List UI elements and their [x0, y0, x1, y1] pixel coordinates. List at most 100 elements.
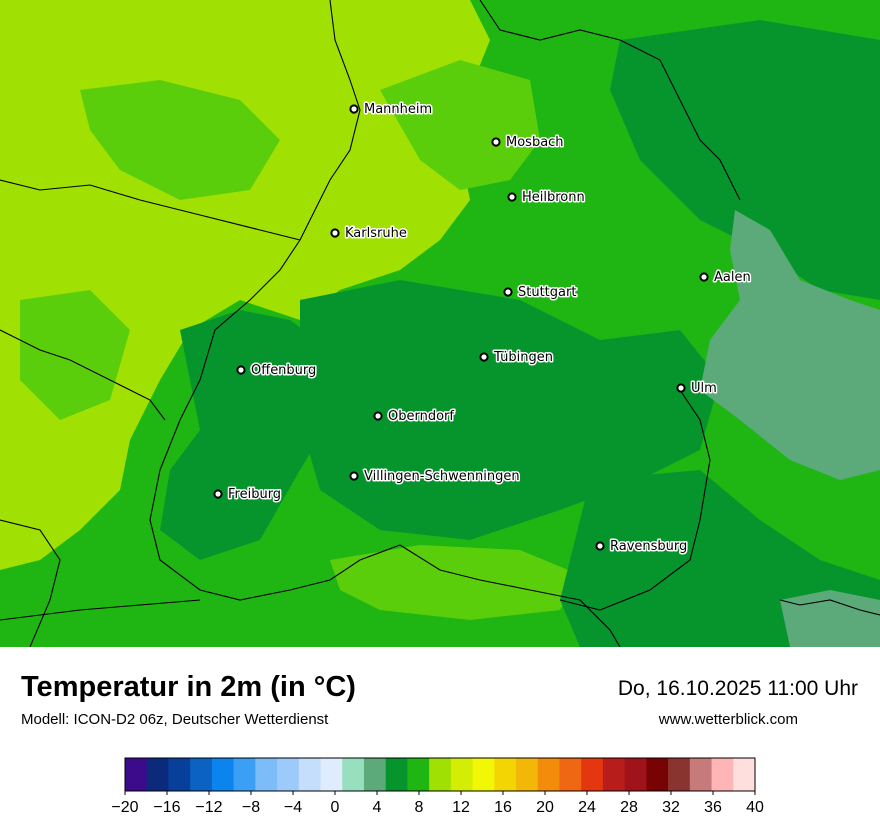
legend-tick-label: −20 [111, 799, 138, 816]
legend-swatch [385, 758, 408, 791]
legend-tick-label: 20 [536, 799, 554, 816]
legend-tick-label: 40 [746, 799, 764, 816]
mixed-zone-west [20, 290, 130, 420]
legend-swatch [342, 758, 365, 791]
map-title: Temperatur in 2m (in °C) [21, 671, 356, 703]
city-label: Mannheim [364, 102, 432, 117]
city-offenburg: Offenburg [236, 362, 318, 380]
legend-swatch [233, 758, 256, 791]
city-marker-icon [503, 287, 513, 297]
city-t-bingen: Tübingen [479, 349, 555, 367]
city-marker-icon [213, 489, 223, 499]
legend-swatch [494, 758, 517, 791]
city-villingen-schwenningen: Villingen-Schwenningen [349, 468, 521, 486]
legend-swatch [602, 758, 626, 791]
city-label: Villingen-Schwenningen [364, 469, 520, 484]
legend-swatch [516, 758, 539, 791]
city-marker-icon [349, 104, 359, 114]
legend-swatch [363, 758, 387, 791]
city-marker-icon [491, 137, 501, 147]
temperature-map: Mannheim Mosbach Heilbronn Karlsruhe Aalen St… [0, 0, 880, 647]
cool-zone-alb [300, 280, 720, 540]
legend-ticks: −20 −16 −12 −8 −4 0 4 8 12 16 20 24 28 32 36 40 [111, 791, 764, 816]
city-aalen: Aalen [699, 269, 752, 287]
mixed-zone-lake [330, 545, 580, 620]
model-source: Modell: ICON-D2 06z, Deutscher Wetterdie… [21, 711, 329, 728]
legend-swatch [581, 758, 604, 791]
map-svg: Mannheim Mosbach Heilbronn Karlsruhe Aalen St… [0, 0, 880, 647]
legend-swatch [190, 758, 213, 791]
city-stuttgart: Stuttgart [503, 284, 578, 302]
city-label: Heilbronn [522, 190, 585, 205]
city-marker-icon [373, 411, 383, 421]
legend-swatch [168, 758, 191, 791]
mixed-zone-north [80, 80, 280, 200]
city-marker-icon [479, 352, 489, 362]
legend-swatch [733, 758, 756, 791]
city-karlsruhe: Karlsruhe [330, 225, 408, 243]
city-marker-icon [595, 541, 605, 551]
legend-tick-label: 28 [620, 799, 638, 816]
city-marker-icon [236, 365, 246, 375]
city-label: Mosbach [506, 135, 564, 150]
cool-zone-east [610, 20, 880, 300]
city-marker-icon [699, 272, 709, 282]
city-label: Freiburg [228, 487, 281, 502]
city-marker-icon [349, 471, 359, 481]
legend-swatch [407, 758, 430, 791]
country-state-borders [0, 0, 880, 647]
city-label: Tübingen [493, 350, 553, 365]
city-label: Stuttgart [518, 285, 576, 300]
city-mannheim: Mannheim [349, 101, 434, 119]
city-markers: Mannheim Mosbach Heilbronn Karlsruhe Aalen St… [213, 101, 752, 556]
city-label: Ravensburg [610, 539, 687, 554]
legend-swatch [450, 758, 473, 791]
legend-tick-label: 12 [452, 799, 470, 816]
legend-tick-label: 32 [662, 799, 680, 816]
city-mosbach: Mosbach [491, 134, 565, 152]
city-label: Offenburg [251, 363, 316, 378]
legend-swatch [668, 758, 691, 791]
legend-swatch [125, 758, 148, 791]
city-label: Ulm [691, 381, 717, 396]
city-ulm: Ulm [676, 380, 718, 398]
legend-tick-label: −16 [153, 799, 180, 816]
legend-tick-label: 24 [578, 799, 596, 816]
legend-swatch [211, 758, 235, 791]
website-url: www.wetterblick.com [658, 711, 798, 728]
city-label: Karlsruhe [345, 226, 407, 241]
legend-tick-label: 4 [373, 799, 382, 816]
city-freiburg: Freiburg [213, 486, 283, 504]
legend-tick-label: 0 [331, 799, 340, 816]
legend-swatch [146, 758, 169, 791]
legend-swatch [320, 758, 343, 791]
legend-tick-label: 16 [494, 799, 512, 816]
legend-swatch [472, 758, 495, 791]
legend-tick-label: 36 [704, 799, 722, 816]
legend-tick-label: −12 [195, 799, 222, 816]
legend-swatch [646, 758, 669, 791]
legend-swatch [277, 758, 300, 791]
legend-swatch [711, 758, 734, 791]
coolest-zone-ostalb [700, 210, 880, 480]
city-oberndorf: Oberndorf [373, 408, 456, 426]
legend-swatch [559, 758, 582, 791]
color-legend: −20 −16 −12 −8 −4 0 4 8 12 16 20 24 28 32 36 40 [110, 755, 770, 825]
city-ravensburg: Ravensburg [595, 538, 689, 556]
legend-tick-label: 8 [415, 799, 424, 816]
legend-tick-label: −4 [284, 799, 302, 816]
legend-swatch [624, 758, 647, 791]
city-marker-icon [676, 383, 686, 393]
legend-frame [124, 757, 756, 792]
legend-swatch [255, 758, 278, 791]
legend-swatch [689, 758, 712, 791]
mixed-zone-kraichgau [380, 60, 540, 190]
city-label: Aalen [714, 270, 751, 285]
city-label: Oberndorf [388, 409, 454, 424]
city-heilbronn: Heilbronn [507, 189, 586, 207]
coolest-zone-allgaeu [780, 590, 880, 647]
legend-swatch [429, 758, 452, 791]
legend-swatches [124, 757, 756, 792]
city-marker-icon [330, 228, 340, 238]
legend-svg: −20 −16 −12 −8 −4 0 4 8 12 16 20 24 28 32 36 40 [111, 757, 764, 816]
